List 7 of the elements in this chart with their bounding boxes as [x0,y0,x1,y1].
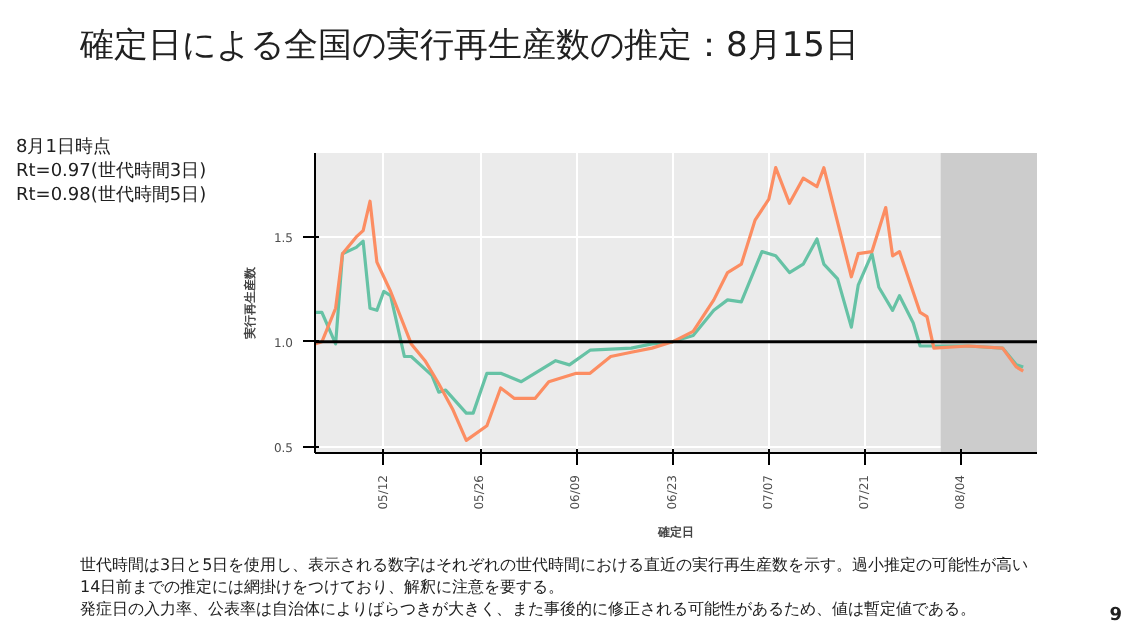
text: 9 [1109,604,1122,629]
chart-title: 確定日による全国の実行再生産数の推定：8月15日 [80,24,859,70]
text: 8月1日時点 Rt=0.97(世代時間3日) Rt=0.98(世代時間5日) [16,136,207,209]
line-series [315,166,1025,443]
text: 発症日の入力率、公表率は自治体によりばらつきが大きく、また事後的に修正される可能性があるため、値は暫定値である。 [80,599,976,618]
line-series [315,237,1025,415]
text: 世代時間は3日と5日を使用し、表示される数字はそれぞれの世代時間における直近の実行再生産数を示す。過小推定の可能性が高い14日前までの推定には網掛けをつけており、解釈に注意を要する。 [80,556,1029,596]
